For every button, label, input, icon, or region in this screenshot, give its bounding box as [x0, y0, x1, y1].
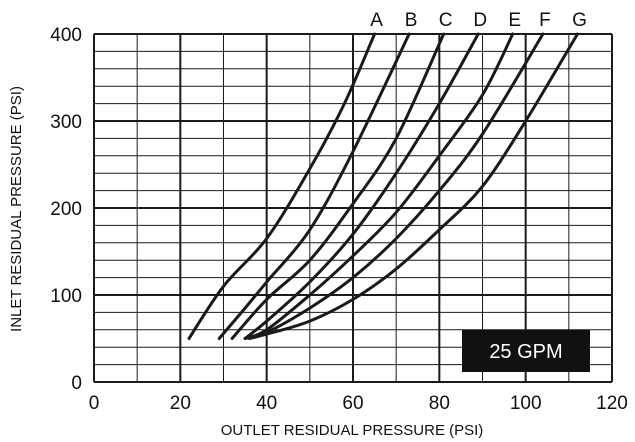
- x-tick-label: 80: [429, 393, 450, 414]
- curve-label-d: D: [473, 10, 487, 31]
- x-axis-title: OUTLET RESIDUAL PRESSURE (PSI): [221, 422, 484, 439]
- curve-label-f: F: [539, 10, 551, 31]
- curve-label-g: G: [572, 10, 587, 31]
- curve-b: [217, 32, 411, 340]
- x-tick-labels: 0 20 40 60 80 100 120: [89, 393, 628, 414]
- curve-label-b: B: [405, 10, 418, 31]
- curve-f: [243, 32, 545, 340]
- curve-label-e: E: [508, 10, 521, 31]
- flow-rate-badge: 25 GPM: [489, 341, 562, 363]
- x-tick-label: 0: [89, 393, 100, 414]
- curve-g: [247, 32, 579, 340]
- curve-d: [243, 32, 480, 340]
- curve-label-c: C: [439, 10, 453, 31]
- x-tick-label: 100: [510, 393, 542, 414]
- y-tick-label: 0: [71, 373, 82, 394]
- x-tick-label: 20: [170, 393, 191, 414]
- y-tick-label: 200: [50, 199, 82, 220]
- curve-label-a: A: [370, 10, 383, 31]
- x-tick-label: 60: [342, 393, 363, 414]
- y-tick-labels: 0 100 200 300 400: [50, 25, 82, 394]
- y-axis-title: INLET RESIDUAL PRESSURE (PSI): [8, 86, 25, 332]
- y-tick-label: 400: [50, 25, 82, 46]
- y-tick-label: 300: [50, 112, 82, 133]
- curve-a: [187, 32, 377, 340]
- curve-e: [243, 32, 515, 340]
- x-tick-label: 40: [256, 393, 277, 414]
- pressure-curves: [187, 32, 579, 340]
- flow-rate-badge-bg: [462, 330, 590, 372]
- curve-c: [230, 32, 446, 340]
- y-tick-label: 100: [50, 286, 82, 307]
- x-tick-label: 120: [596, 393, 628, 414]
